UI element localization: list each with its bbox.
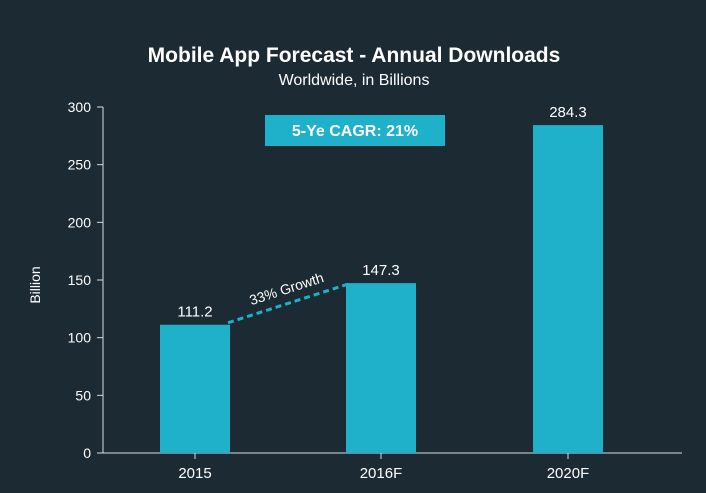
y-tick-label: 150 bbox=[68, 272, 92, 288]
growth-dashed-line bbox=[227, 282, 349, 325]
bars bbox=[160, 125, 603, 453]
chart-title: Mobile App Forecast - Annual Downloads bbox=[148, 44, 561, 67]
y-tick-label: 300 bbox=[68, 99, 92, 115]
y-tick-label: 100 bbox=[68, 330, 92, 346]
bar-value-label: 284.3 bbox=[549, 104, 587, 121]
y-tick-label: 50 bbox=[75, 387, 91, 403]
data-labels: 2015 111.2 2016F 147.3 2020F 284.3 bbox=[177, 104, 589, 482]
bar-2020f bbox=[533, 125, 603, 453]
x-tick-label: 2020F bbox=[547, 465, 590, 482]
y-tick-label: 0 bbox=[83, 445, 91, 461]
y-tick-label: 250 bbox=[68, 157, 92, 173]
bar-value-label: 147.3 bbox=[362, 262, 400, 279]
bar-2015 bbox=[160, 324, 230, 453]
x-tick-label: 2016F bbox=[360, 465, 403, 482]
bar-value-label: 111.2 bbox=[177, 304, 212, 321]
cagr-badge bbox=[265, 115, 445, 146]
growth-label: 33% Growth bbox=[247, 269, 325, 308]
y-axis-label: Billion bbox=[27, 266, 43, 303]
bar-2016f bbox=[346, 283, 416, 453]
y-tick-label: 200 bbox=[68, 214, 92, 230]
x-tick-label: 2015 bbox=[178, 465, 211, 482]
cagr-label: 5-Ye CAGR: 21% bbox=[292, 123, 418, 140]
chart-subtitle: Worldwide, in Billions bbox=[279, 72, 430, 89]
